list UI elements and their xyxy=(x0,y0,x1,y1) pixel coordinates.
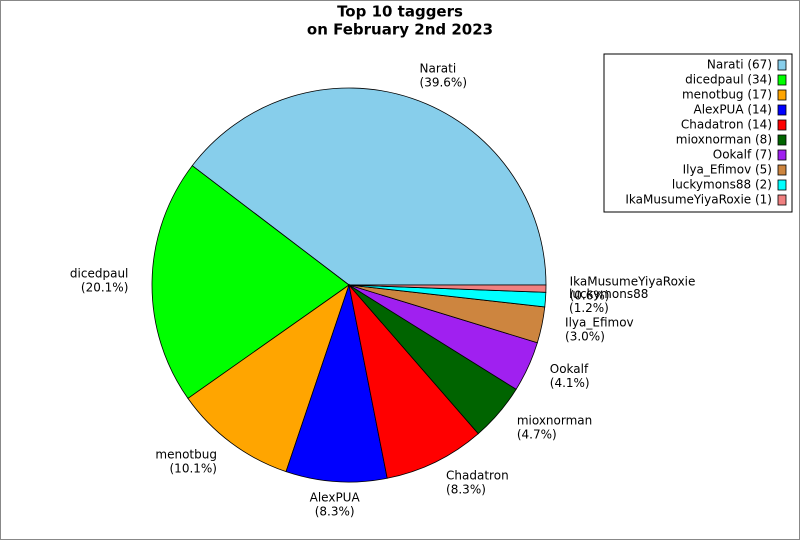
pie-slice xyxy=(191,87,547,286)
legend-swatch xyxy=(777,104,787,116)
pie-slice xyxy=(285,283,388,483)
slice-percent: (3.0%) xyxy=(565,329,605,343)
legend-label: mioxnorman (8) xyxy=(676,133,772,147)
legend-swatch xyxy=(777,164,787,176)
slice-label: Ilya_Efimov xyxy=(565,315,634,329)
legend-label: Ookalf (7) xyxy=(713,148,772,162)
legend-label: IkaMusumeYiyaRoxie (1) xyxy=(625,193,772,207)
legend-label: Ilya_Efimov (5) xyxy=(683,163,772,177)
slice-label: menotbug xyxy=(155,447,217,461)
pie-slice xyxy=(348,283,479,479)
legend-swatch xyxy=(777,119,787,131)
slice-label: dicedpaul xyxy=(70,266,128,280)
slice-label: mioxnorman xyxy=(517,414,592,428)
pie-slice xyxy=(151,165,350,399)
legend-label: menotbug (17) xyxy=(682,88,772,102)
slice-label: AlexPUA xyxy=(310,491,361,505)
slice-percent: (4.7%) xyxy=(517,428,557,442)
pie-slice xyxy=(348,284,547,293)
slice-label: Narati xyxy=(420,61,457,75)
pie-slice xyxy=(187,283,350,473)
slice-percent: (20.1%) xyxy=(81,280,128,294)
legend-label: luckymons88 (2) xyxy=(672,178,772,192)
legend-label: dicedpaul (34) xyxy=(685,73,772,87)
slice-percent: (10.1%) xyxy=(170,461,217,475)
chart-title: Top 10 taggers xyxy=(337,3,463,21)
slice-percent: (0.6%) xyxy=(570,289,610,303)
legend-swatch xyxy=(777,74,787,86)
legend-label: AlexPUA (14) xyxy=(694,103,773,117)
legend-label: Narati (67) xyxy=(707,58,772,72)
slice-percent: (4.1%) xyxy=(550,376,590,390)
slice-label: Chadatron xyxy=(446,469,509,483)
legend-label: Chadatron (14) xyxy=(681,118,772,132)
legend-swatch xyxy=(777,149,787,161)
legend-swatch xyxy=(777,59,787,71)
slice-label: IkaMusumeYiyaRoxie xyxy=(570,275,696,289)
slice-percent: (39.6%) xyxy=(420,75,467,89)
legend-swatch xyxy=(777,179,787,191)
legend-swatch xyxy=(777,194,787,206)
slice-percent: (1.2%) xyxy=(569,301,609,315)
slice-label: Ookalf xyxy=(550,362,589,376)
legend-swatch xyxy=(777,89,787,101)
legend-box xyxy=(603,53,793,213)
chart-subtitle: on February 2nd 2023 xyxy=(307,21,493,39)
slice-label: luckymons88 xyxy=(569,287,648,301)
slice-percent: (8.3%) xyxy=(315,505,355,519)
slice-percent: (8.3%) xyxy=(446,483,486,497)
legend-swatch xyxy=(777,134,787,146)
